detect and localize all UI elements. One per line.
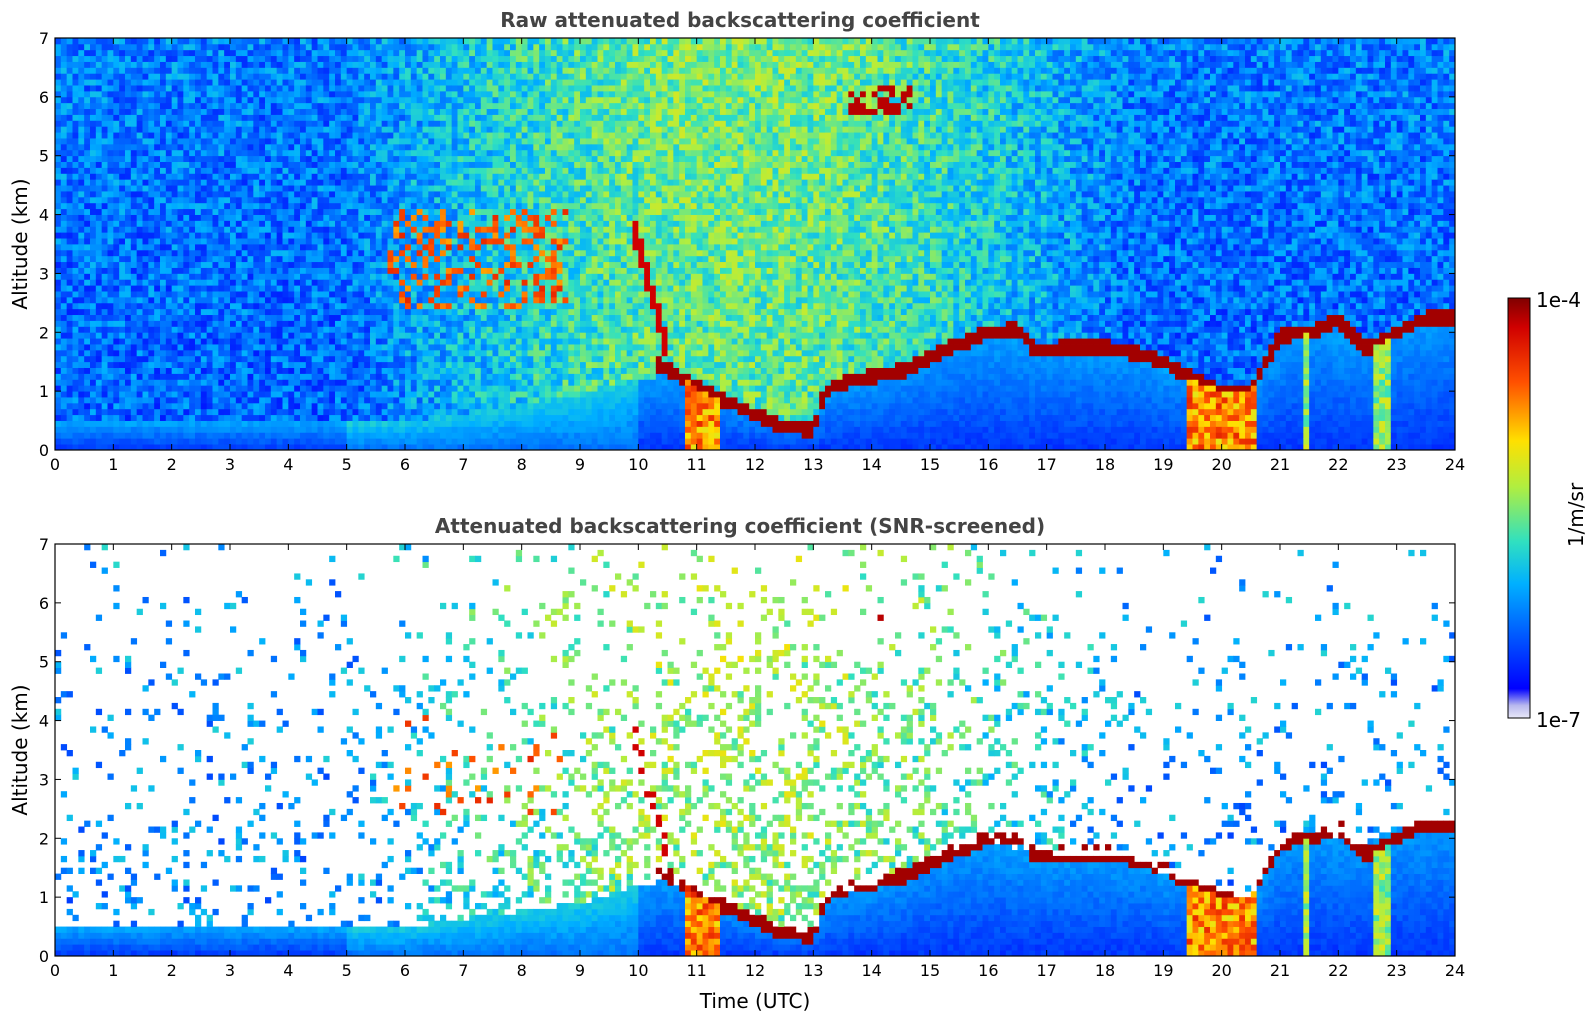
y-axis-label: Altitude (km) xyxy=(8,684,32,815)
x-tick-label: 1 xyxy=(108,455,118,474)
y-tick-label: 5 xyxy=(39,147,49,166)
x-tick-label: 11 xyxy=(686,961,706,980)
x-tick-label: 8 xyxy=(517,961,527,980)
snr-screened-backscatter-panel: Attenuated backscattering coefficient (S… xyxy=(8,514,1465,1013)
x-tick-label: 4 xyxy=(283,455,293,474)
x-tick-label: 22 xyxy=(1328,455,1348,474)
y-tick-label: 0 xyxy=(39,441,49,460)
panel-title: Attenuated backscattering coefficient (S… xyxy=(435,514,1045,538)
x-tick-label: 18 xyxy=(1095,961,1115,980)
y-tick-label: 3 xyxy=(39,264,49,283)
y-tick-label: 0 xyxy=(39,947,49,966)
y-tick-label: 7 xyxy=(39,29,49,48)
x-tick-label: 10 xyxy=(628,455,648,474)
x-tick-label: 12 xyxy=(745,961,765,980)
x-tick-label: 0 xyxy=(50,455,60,474)
x-tick-label: 2 xyxy=(167,961,177,980)
x-tick-label: 1 xyxy=(108,961,118,980)
colorbar-min-label: 1e-7 xyxy=(1536,708,1581,732)
x-tick-label: 12 xyxy=(745,455,765,474)
x-tick-label: 10 xyxy=(628,961,648,980)
x-tick-label: 4 xyxy=(283,961,293,980)
x-tick-label: 5 xyxy=(342,455,352,474)
x-tick-label: 9 xyxy=(575,961,585,980)
backscatter-heatmap xyxy=(55,544,1456,957)
y-tick-label: 4 xyxy=(39,712,49,731)
x-tick-label: 3 xyxy=(225,455,235,474)
y-tick-label: 3 xyxy=(39,770,49,789)
x-tick-label: 13 xyxy=(803,961,823,980)
y-tick-label: 1 xyxy=(39,382,49,401)
backscatter-heatmap xyxy=(55,38,1456,451)
x-axis-label: Time (UTC) xyxy=(699,989,811,1013)
y-tick-label: 2 xyxy=(39,829,49,848)
x-axis: 0 1 2 3 4 5 6 7 8 9 10 11 12 13 14 15 16 17 18 19 20 21 22 23 24 xyxy=(50,544,1465,980)
x-tick-label: 5 xyxy=(342,961,352,980)
raw-backscatter-panel: Raw attenuated backscattering coefficien… xyxy=(8,8,1465,474)
x-tick-label: 15 xyxy=(920,961,940,980)
x-tick-label: 22 xyxy=(1328,961,1348,980)
y-axis-label: Altitude (km) xyxy=(8,178,32,309)
x-tick-label: 20 xyxy=(1211,455,1231,474)
x-tick-label: 0 xyxy=(50,961,60,980)
y-tick-label: 7 xyxy=(39,535,49,554)
colorbar-max-label: 1e-4 xyxy=(1536,288,1581,312)
x-tick-label: 13 xyxy=(803,455,823,474)
x-tick-label: 16 xyxy=(978,961,998,980)
y-tick-label: 4 xyxy=(39,206,49,225)
x-tick-label: 6 xyxy=(400,961,410,980)
y-tick-label: 5 xyxy=(39,653,49,672)
x-tick-label: 15 xyxy=(920,455,940,474)
y-axis: 0 1 2 3 4 5 6 7 xyxy=(39,535,1455,966)
x-tick-label: 3 xyxy=(225,961,235,980)
x-tick-label: 7 xyxy=(458,961,468,980)
x-tick-label: 17 xyxy=(1036,961,1056,980)
x-tick-label: 23 xyxy=(1386,455,1406,474)
x-tick-label: 9 xyxy=(575,455,585,474)
x-tick-label: 17 xyxy=(1036,455,1056,474)
y-tick-label: 6 xyxy=(39,594,49,613)
x-tick-label: 16 xyxy=(978,455,998,474)
colorbar: 1e-4 1e-7 1/m/sr xyxy=(1507,288,1588,732)
x-tick-label: 14 xyxy=(861,961,881,980)
x-tick-label: 21 xyxy=(1270,961,1290,980)
x-tick-label: 2 xyxy=(167,455,177,474)
x-tick-label: 11 xyxy=(686,455,706,474)
y-tick-label: 1 xyxy=(39,888,49,907)
colorbar-gradient xyxy=(1507,297,1531,719)
x-axis: 0 1 2 3 4 5 6 7 8 9 10 11 12 13 14 15 16 17 18 19 20 21 22 23 24 xyxy=(50,38,1465,474)
y-axis: 0 1 2 3 4 5 6 7 xyxy=(39,29,1455,460)
x-tick-label: 14 xyxy=(861,455,881,474)
x-tick-label: 19 xyxy=(1153,961,1173,980)
x-tick-label: 6 xyxy=(400,455,410,474)
x-tick-label: 21 xyxy=(1270,455,1290,474)
x-tick-label: 24 xyxy=(1445,961,1465,980)
panel-title: Raw attenuated backscattering coefficien… xyxy=(500,8,980,32)
x-tick-label: 8 xyxy=(517,455,527,474)
x-tick-label: 19 xyxy=(1153,455,1173,474)
x-tick-label: 23 xyxy=(1386,961,1406,980)
x-tick-label: 24 xyxy=(1445,455,1465,474)
y-tick-label: 2 xyxy=(39,323,49,342)
x-tick-label: 7 xyxy=(458,455,468,474)
y-tick-label: 6 xyxy=(39,88,49,107)
x-tick-label: 18 xyxy=(1095,455,1115,474)
x-tick-label: 20 xyxy=(1211,961,1231,980)
colorbar-unit-label: 1/m/sr xyxy=(1564,482,1588,547)
